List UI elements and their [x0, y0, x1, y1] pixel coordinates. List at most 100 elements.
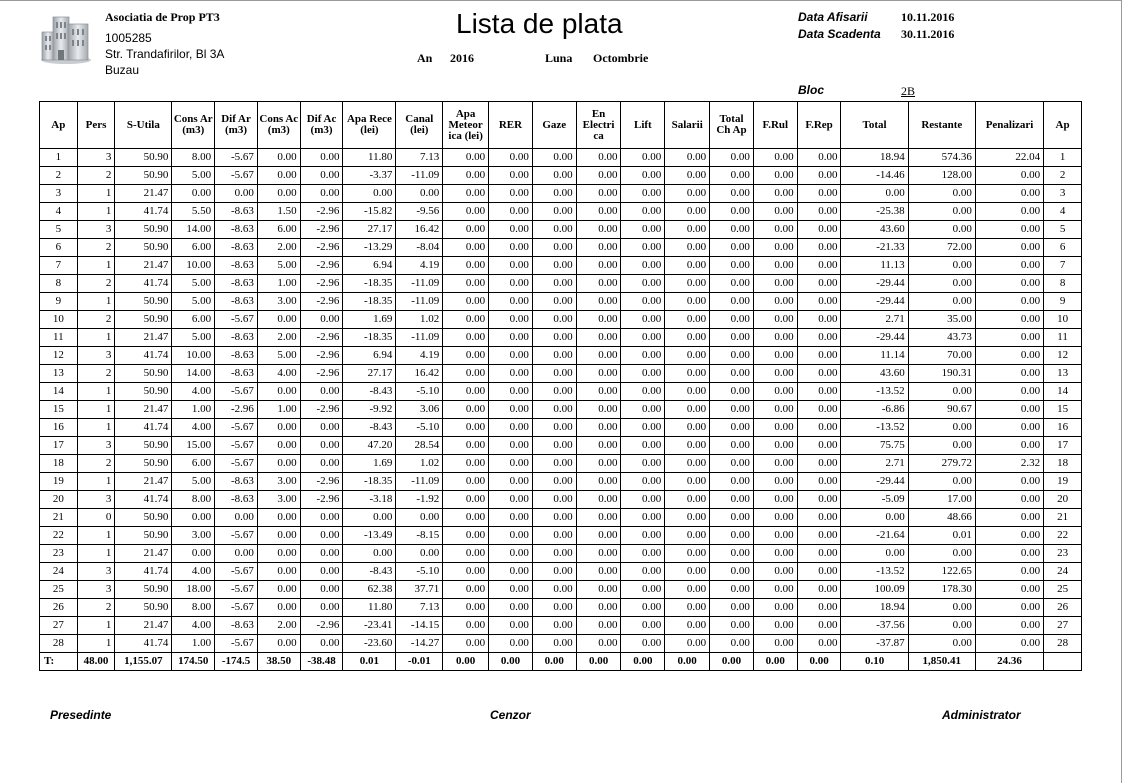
- column-header: Lift: [620, 101, 666, 149]
- table-cell: 0.00: [709, 634, 754, 653]
- table-cell: 0.00: [442, 328, 490, 347]
- table-cell: 0.00: [488, 490, 533, 509]
- table-cell: 2.32: [974, 454, 1045, 473]
- table-cell: 19: [1043, 472, 1082, 491]
- table-cell: -5.67: [214, 526, 258, 545]
- table-cell: 0.00: [488, 598, 533, 617]
- table-cell: 23: [39, 544, 78, 563]
- table-cell: 4.19: [395, 256, 444, 275]
- table-cell: -29.44: [840, 274, 909, 293]
- table-cell: 2: [76, 310, 116, 329]
- table-cell: 0.00: [620, 364, 666, 383]
- table-cell: 0.00: [575, 436, 622, 455]
- table-cell: 0: [76, 508, 116, 527]
- table-cell: 47.20: [342, 436, 397, 455]
- table-cell: 0.00: [299, 598, 344, 617]
- table-cell: 18.00: [171, 580, 216, 599]
- table-cell: 10.00: [171, 346, 216, 365]
- table-cell: 0.00: [620, 310, 666, 329]
- table-cell: 22: [39, 526, 78, 545]
- table-row: 22 1 50.90 3.00 -5.67 0.00 0.00 -13.49 -8.15 0.00…: [39, 526, 1082, 545]
- table-row: 9 1 50.90 5.00 -8.63 3.00 -2.96 -18.35 -11.09 0.0…: [39, 292, 1082, 311]
- table-cell: 1: [76, 400, 116, 419]
- total-cell: 38.50: [256, 652, 301, 671]
- table-cell: -29.44: [840, 292, 909, 311]
- table-cell: 279.72: [907, 454, 976, 473]
- association-code: 1005285: [105, 31, 152, 45]
- table-cell: 1: [76, 202, 116, 221]
- table-cell: 0.00: [256, 544, 301, 563]
- table-cell: 0.00: [531, 346, 577, 365]
- table-cell: -8.63: [214, 490, 258, 509]
- table-cell: 574.36: [907, 148, 976, 167]
- table-cell: 0.00: [575, 148, 622, 167]
- table-cell: 0.00: [752, 292, 798, 311]
- building-logo-icon: [41, 16, 91, 64]
- table-cell: 43.60: [840, 364, 909, 383]
- table-cell: 0.00: [531, 148, 577, 167]
- table-cell: 0.00: [531, 580, 577, 599]
- table-cell: 0.00: [488, 418, 533, 437]
- table-row: 5 3 50.90 14.00 -8.63 6.00 -2.96 27.17 16.42 0.00…: [39, 220, 1082, 239]
- total-cell: 0.00: [575, 652, 622, 671]
- table-cell: 0.00: [907, 274, 976, 293]
- table-cell: 0.00: [709, 310, 754, 329]
- table-cell: 0.00: [709, 346, 754, 365]
- table-cell: 0.00: [664, 454, 711, 473]
- table-cell: 0.00: [974, 400, 1045, 419]
- table-cell: 0.00: [840, 544, 909, 563]
- table-cell: 17.00: [907, 490, 976, 509]
- table-cell: -2.96: [299, 328, 344, 347]
- table-cell: -18.35: [342, 274, 397, 293]
- table-cell: 0.00: [488, 238, 533, 257]
- table-cell: 0.00: [299, 580, 344, 599]
- table-cell: 75.75: [840, 436, 909, 455]
- table-cell: 7.13: [395, 148, 444, 167]
- table-cell: -18.35: [342, 328, 397, 347]
- table-cell: -8.63: [214, 616, 258, 635]
- table-cell: 0.00: [442, 202, 490, 221]
- table-row: 27 1 21.47 4.00 -8.63 2.00 -2.96 -23.41 -14.15 0.…: [39, 616, 1082, 635]
- table-cell: 9: [39, 292, 78, 311]
- total-cell: 0.01: [342, 652, 397, 671]
- table-cell: -5.09: [840, 490, 909, 509]
- table-cell: 0.00: [256, 166, 301, 185]
- table-cell: 5: [1043, 220, 1082, 239]
- table-cell: 0.01: [907, 526, 976, 545]
- table-cell: 0.00: [256, 148, 301, 167]
- table-cell: 0.00: [664, 220, 711, 239]
- table-cell: 3: [76, 580, 116, 599]
- table-cell: 0.00: [531, 526, 577, 545]
- table-cell: 8: [1043, 274, 1082, 293]
- table-cell: 0.00: [752, 400, 798, 419]
- table-cell: 0.00: [709, 184, 754, 203]
- table-cell: 0.00: [796, 382, 842, 401]
- table-cell: 0.00: [907, 616, 976, 635]
- table-cell: 2: [76, 274, 116, 293]
- table-cell: 0.00: [531, 364, 577, 383]
- table-cell: -8.15: [395, 526, 444, 545]
- table-cell: 0.00: [709, 490, 754, 509]
- column-header: F.Rep: [796, 101, 842, 149]
- table-cell: 6.94: [342, 256, 397, 275]
- table-cell: 0.00: [531, 436, 577, 455]
- table-cell: 0.00: [974, 238, 1045, 257]
- column-header: S-Utila: [114, 101, 173, 149]
- table-cell: 0.00: [442, 238, 490, 257]
- table-cell: 3: [1043, 184, 1082, 203]
- table-cell: 6.94: [342, 346, 397, 365]
- table-cell: 0.00: [575, 580, 622, 599]
- table-cell: 0.00: [709, 580, 754, 599]
- table-cell: 50.90: [114, 364, 173, 383]
- table-cell: 4: [1043, 202, 1082, 221]
- table-cell: 12: [1043, 346, 1082, 365]
- table-cell: 0.00: [907, 418, 976, 437]
- table-cell: 2: [39, 166, 78, 185]
- table-cell: 0.00: [796, 490, 842, 509]
- table-cell: 3.06: [395, 400, 444, 419]
- table-cell: 0.00: [796, 526, 842, 545]
- table-cell: -13.29: [342, 238, 397, 257]
- column-header: Salarii: [664, 101, 711, 149]
- table-cell: 0.00: [907, 544, 976, 563]
- table-cell: 5.00: [171, 166, 216, 185]
